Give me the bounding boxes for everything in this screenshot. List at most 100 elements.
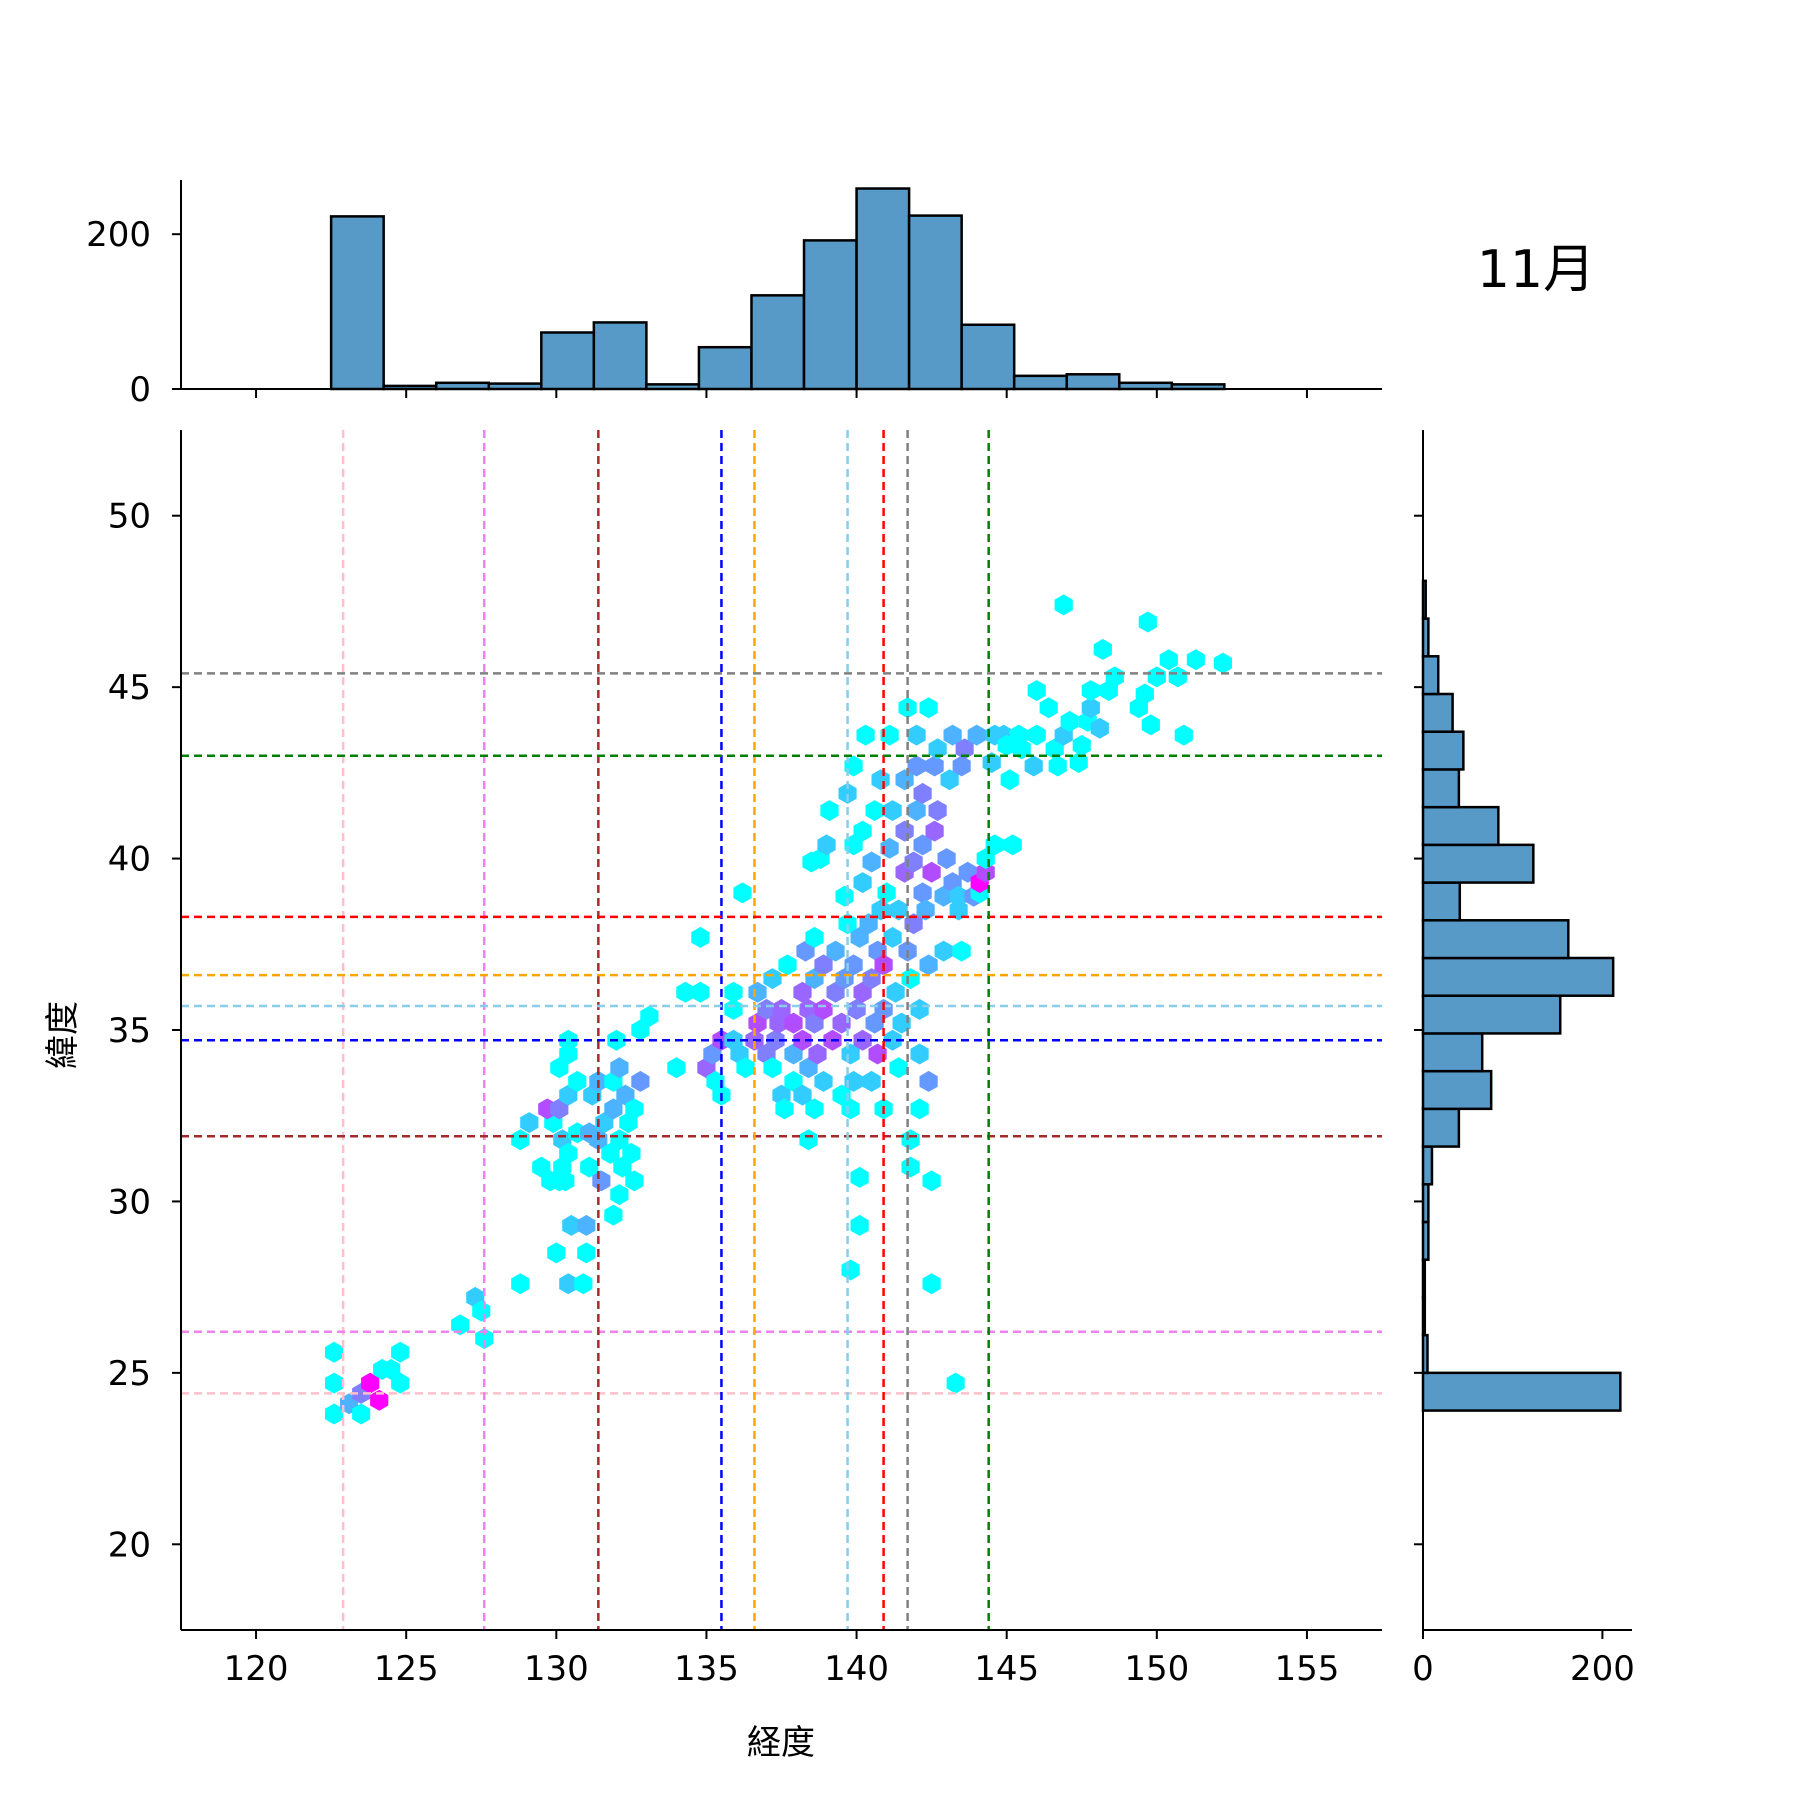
hexbin-cell	[577, 1242, 596, 1264]
hexbin-cell	[784, 1070, 803, 1092]
hexbin-cell	[391, 1372, 410, 1394]
hexbin-cell	[532, 1156, 551, 1178]
hexbin-cell	[883, 800, 902, 822]
hexbin-cell	[1138, 611, 1157, 633]
hexbin-cell	[922, 861, 941, 883]
hexbin-cell	[910, 1098, 929, 1120]
hexbin-cell	[1174, 724, 1193, 746]
hexbin-cell	[895, 820, 914, 842]
hexbin-cell	[370, 1389, 389, 1411]
hexbin-cell	[913, 882, 932, 904]
hexbin-cell	[1081, 680, 1100, 702]
hexbin-cell	[901, 968, 920, 990]
hexbin-cell	[820, 800, 839, 822]
hexbin-cell	[841, 1043, 860, 1065]
hexbin-cell	[841, 1098, 860, 1120]
hexbin-cell	[913, 834, 932, 856]
x-tick-label: 120	[224, 1649, 289, 1689]
hexbin-layer	[325, 594, 1232, 1425]
top-hist-bar	[960, 323, 1016, 391]
hexbin-cell	[616, 1084, 635, 1106]
hexbin-cell	[859, 913, 878, 935]
y-axis-label: 緯度	[43, 1001, 83, 1069]
hexbin-cell	[937, 848, 956, 870]
hexbin-cell	[1003, 834, 1022, 856]
hexbin-cell	[919, 954, 938, 976]
hexbin-cell	[640, 1005, 659, 1027]
hexbin-cell	[835, 968, 854, 990]
hexbin-cell	[1027, 680, 1046, 702]
x-tick-label: 140	[824, 1649, 889, 1689]
top-hist-bar	[540, 331, 596, 391]
hexbin-cell	[595, 1112, 614, 1134]
hexbin-cell	[850, 926, 869, 948]
hexbin-cell	[1159, 649, 1178, 671]
hexbin-cell	[907, 724, 926, 746]
hexbin-cell	[883, 926, 902, 948]
hexbin-cell	[805, 968, 824, 990]
hexbin-cell	[826, 940, 845, 962]
right-hist-bar	[1421, 956, 1615, 997]
hexbin-cell	[907, 800, 926, 822]
hexbin-cell	[748, 1012, 767, 1034]
top-hist-y-tick-label: 0	[129, 370, 151, 410]
hexbin-cell	[892, 1012, 911, 1034]
top-hist-bar	[1065, 373, 1121, 391]
hexbin-cell	[955, 738, 974, 760]
hexbin-cell	[934, 885, 953, 907]
month-annotation: 11月	[1477, 240, 1595, 300]
hexbin-cell	[577, 1214, 596, 1236]
hexbin-cell	[724, 981, 743, 1003]
top-hist-y-tick-label: 200	[86, 215, 151, 255]
hexbin-cell	[1069, 752, 1088, 774]
hexbin-main-plot	[181, 430, 1382, 1630]
hexbin-cell	[865, 1012, 884, 1034]
hexbin-cell	[559, 1029, 578, 1051]
hexbin-cell	[763, 1057, 782, 1079]
hexbin-cell	[793, 981, 812, 1003]
hexbin-cell	[880, 837, 899, 859]
hexbin-cell	[568, 1070, 587, 1092]
hexbin-cell	[1090, 717, 1109, 739]
hexbin-cell	[1168, 666, 1187, 688]
hexbin-cell	[1045, 738, 1064, 760]
hexbin-cell	[832, 1084, 851, 1106]
hexbin-cell	[451, 1314, 470, 1336]
hexbin-cell	[844, 954, 863, 976]
hexbin-cell	[835, 885, 854, 907]
hexbin-cell	[949, 885, 968, 907]
hexbin-cell	[625, 1170, 644, 1192]
hexbin-cell	[610, 1057, 629, 1079]
hexbin-cell	[559, 1142, 578, 1164]
hexbin-cell	[766, 1029, 785, 1051]
hexbin-cell	[862, 968, 881, 990]
hexbin-cell	[580, 1156, 599, 1178]
hexbin-cell	[853, 872, 872, 894]
hexbin-cell	[472, 1300, 491, 1322]
hexbin-cell	[862, 1070, 881, 1092]
hexbin-cell	[847, 998, 866, 1020]
hexbin-cell	[985, 834, 1004, 856]
hexbin-cell	[667, 1057, 686, 1079]
hexbin-cell	[1093, 638, 1112, 660]
top-hist-bar	[855, 187, 911, 391]
hexbin-cell	[799, 1057, 818, 1079]
hexbin-cell	[805, 926, 824, 948]
hexbin-cell	[904, 913, 923, 935]
hexbin-cell	[934, 940, 953, 962]
hexbin-cell	[895, 769, 914, 791]
hexbin-cell	[610, 1129, 629, 1151]
top-hist-bar	[592, 321, 648, 391]
right-hist-bar	[1421, 730, 1465, 771]
y-tick-label: 40	[108, 840, 151, 880]
right-hist-bar	[1421, 768, 1461, 809]
hexbin-cell	[907, 755, 926, 777]
x-tick-label: 125	[374, 1649, 439, 1689]
x-tick-label: 145	[974, 1649, 1039, 1689]
hexbin-cell	[922, 1170, 941, 1192]
hexbin-cell	[550, 1170, 569, 1192]
hexbin-cell	[610, 1184, 629, 1206]
hexbin-cell	[904, 851, 923, 873]
right-hist-bar	[1421, 1145, 1434, 1186]
hexbin-cell	[886, 981, 905, 1003]
